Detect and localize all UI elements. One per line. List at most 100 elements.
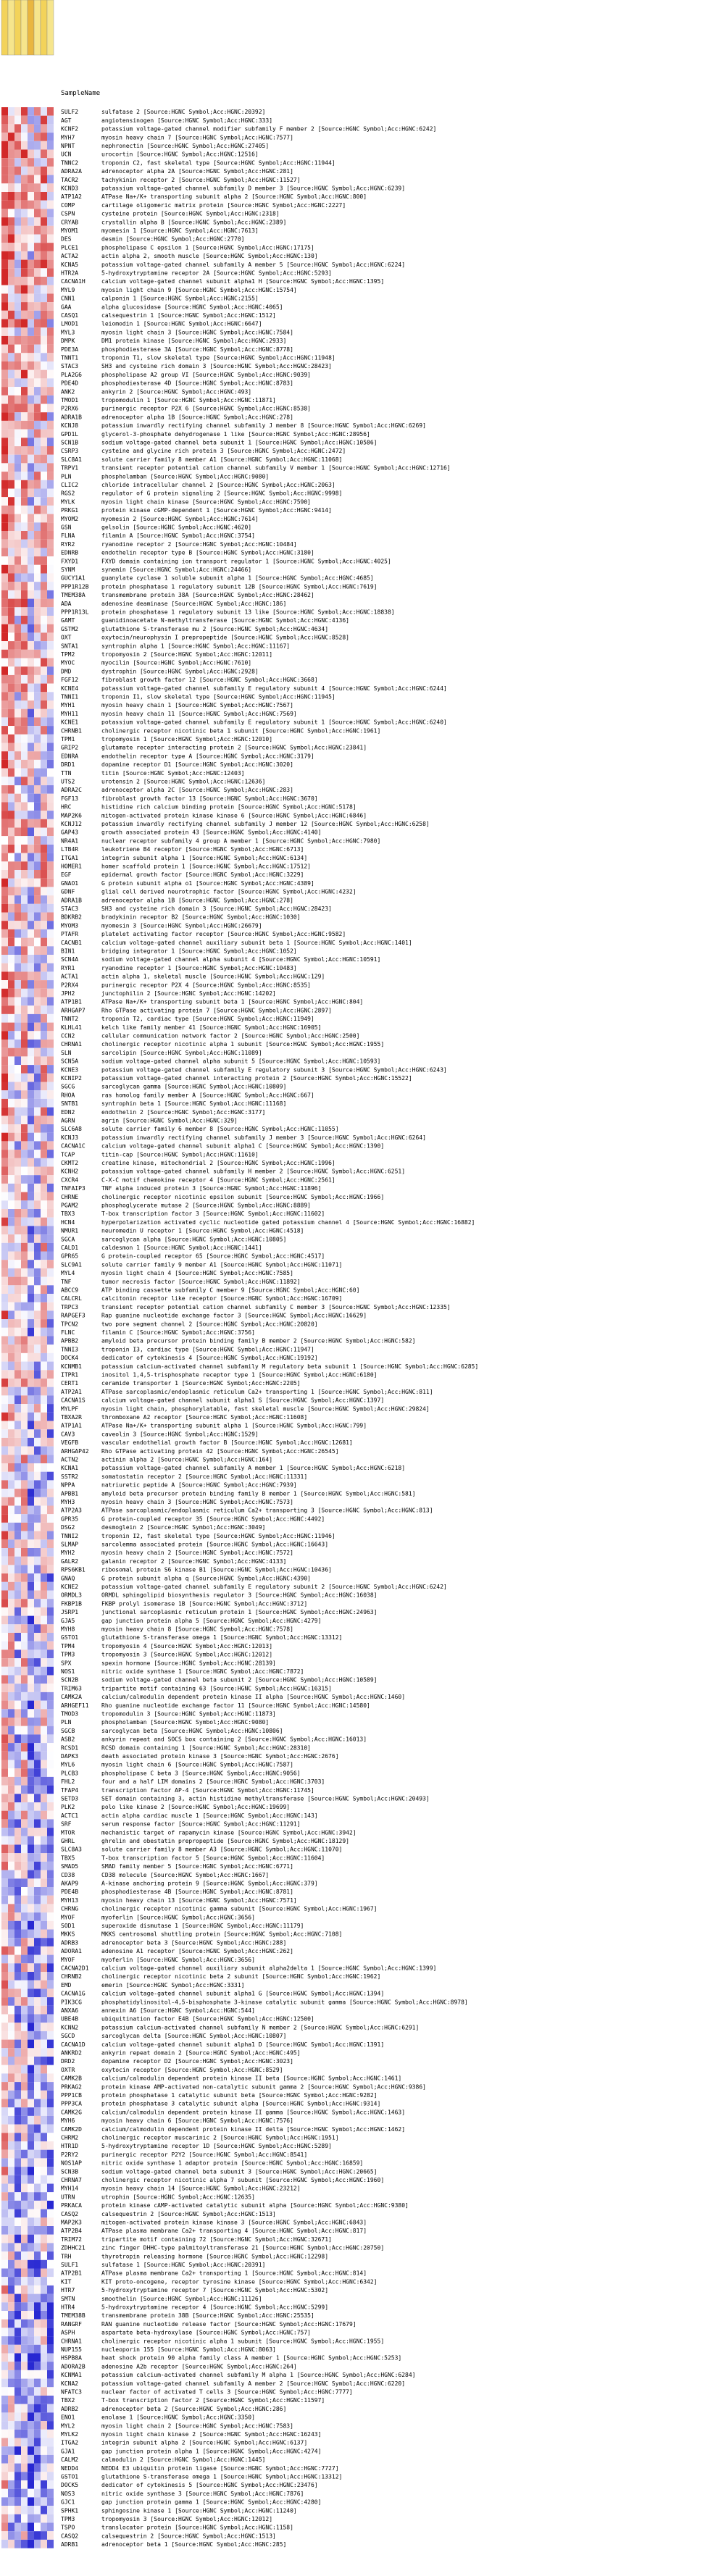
heatmap-cell xyxy=(41,1522,47,1531)
heatmap-cell xyxy=(1,429,8,438)
heatmap-cell xyxy=(21,531,28,540)
row-gene-description: myosin heavy chain 3 [Source:HGNC Symbol… xyxy=(101,1499,293,1505)
row-gene-name: CACNB1 xyxy=(61,940,82,946)
heatmap-cell xyxy=(8,1904,14,1913)
heatmap-cell xyxy=(34,1463,41,1472)
row-gene-name: ASPH xyxy=(61,2330,75,2336)
heatmap-cell xyxy=(34,1302,41,1311)
row-gene-name: KCNIP2 xyxy=(61,1075,82,1082)
heatmap-cell xyxy=(21,2158,28,2167)
heatmap-cell xyxy=(28,2192,34,2201)
heatmap-cell xyxy=(14,1302,21,1311)
heatmap-cell xyxy=(41,1370,47,1379)
row-gene-name: CHRNE xyxy=(61,1194,78,1200)
heatmap-cell xyxy=(1,1556,8,1565)
heatmap-cell xyxy=(14,2141,21,2150)
heatmap-cell xyxy=(28,319,34,328)
heatmap-cell xyxy=(14,895,21,904)
heatmap-cell xyxy=(41,1310,47,1320)
heatmap-cell xyxy=(1,1463,8,1472)
heatmap-cell xyxy=(21,1285,28,1294)
heatmap-cell xyxy=(21,107,28,116)
heatmap-cell xyxy=(21,1691,28,1701)
heatmap-cell xyxy=(8,1505,14,1515)
heatmap-cell xyxy=(28,768,34,777)
heatmap-cell xyxy=(21,1954,28,1964)
heatmap-cell xyxy=(47,649,54,658)
heatmap-cell xyxy=(34,548,41,557)
heatmap-cell xyxy=(41,955,47,963)
heatmap-cell xyxy=(28,1446,34,1455)
heatmap-cell xyxy=(8,2319,14,2328)
row-gene-description: glutathione S-transferase omega 1 [Sourc… xyxy=(101,2474,342,2480)
heatmap-cell xyxy=(14,692,21,701)
row-gene-description: glutathione S-transferase omega 1 [Sourc… xyxy=(101,1634,342,1641)
heatmap-cell xyxy=(8,1489,14,1497)
heatmap-cell xyxy=(1,2209,8,2218)
row-gene-description: potassium voltage-gated channel subfamil… xyxy=(101,262,405,268)
heatmap-cell xyxy=(1,2421,8,2430)
heatmap-cell xyxy=(1,1649,8,1659)
heatmap-cell xyxy=(47,1336,54,1345)
heatmap-cell xyxy=(21,624,28,633)
heatmap-cell xyxy=(41,209,47,218)
heatmap-cell xyxy=(28,1175,34,1184)
row-gene-name: NEDD4 xyxy=(61,2465,78,2472)
row-gene-name: DAPK3 xyxy=(61,1753,78,1760)
heatmap-cell xyxy=(47,1013,54,1023)
row-gene-name: TPM2 xyxy=(61,651,75,658)
heatmap-cell xyxy=(34,726,41,735)
heatmap-cell xyxy=(1,183,8,192)
row-gene-name: CAV3 xyxy=(61,1431,75,1437)
heatmap-cell xyxy=(1,1242,8,1252)
heatmap-cell xyxy=(34,1581,41,1591)
row-labels: SULF2 sulfatase 2 [Source:HGNC Symbol;Acc… xyxy=(61,109,478,2548)
heatmap-cell xyxy=(41,277,47,285)
heatmap-cell xyxy=(21,1463,28,1472)
heatmap-cell xyxy=(1,1539,8,1548)
heatmap-cell xyxy=(47,2285,54,2294)
heatmap-cell xyxy=(28,2175,34,2184)
heatmap-cell xyxy=(47,1404,54,1413)
heatmap-cell xyxy=(1,149,8,159)
heatmap-cell xyxy=(41,2514,47,2523)
heatmap-cell xyxy=(21,1395,28,1405)
heatmap-cell xyxy=(1,1590,8,1599)
heatmap-cell xyxy=(34,743,41,752)
heatmap-cell xyxy=(47,2370,54,2379)
heatmap-cell xyxy=(34,310,41,319)
row-gene-description: myocilin [Source:HGNC Symbol;Acc:HGNC:76… xyxy=(101,660,251,666)
heatmap-cell xyxy=(41,1751,47,1760)
heatmap-cell xyxy=(8,2497,14,2506)
row-gene-name: ATP2A1 xyxy=(61,1389,82,1395)
heatmap-cell xyxy=(8,200,14,209)
heatmap-cell xyxy=(28,937,34,947)
heatmap-cell xyxy=(41,2099,47,2108)
heatmap-cell xyxy=(41,1040,47,1048)
heatmap-cell xyxy=(14,2005,21,2015)
heatmap-cell xyxy=(47,2124,54,2133)
heatmap-cell xyxy=(1,1166,8,1176)
heatmap-cell xyxy=(21,963,28,972)
heatmap-cell xyxy=(34,209,41,218)
heatmap-cell xyxy=(28,1743,34,1752)
heatmap-cell xyxy=(8,1836,14,1845)
heatmap-cell xyxy=(21,446,28,455)
heatmap-cell xyxy=(41,1624,47,1633)
heatmap-cell xyxy=(41,1548,47,1557)
heatmap-cell xyxy=(14,2082,21,2091)
row-gene-description: ankyrin repeat and SOCS box containing 2… xyxy=(101,1736,367,1743)
row-gene-name: PLCB3 xyxy=(61,1770,78,1776)
heatmap-cell xyxy=(1,1480,8,1489)
heatmap-cell xyxy=(1,200,8,209)
heatmap-cell xyxy=(34,1844,41,1854)
heatmap-cell xyxy=(1,2234,8,2243)
heatmap-cell xyxy=(1,2031,8,2040)
heatmap-cell xyxy=(14,844,21,853)
heatmap-cell xyxy=(21,751,28,760)
heatmap-cell xyxy=(47,1455,54,1463)
heatmap-cell xyxy=(21,124,28,133)
heatmap-cell xyxy=(1,1861,8,1870)
heatmap-cell xyxy=(21,997,28,1006)
heatmap-cell xyxy=(8,1743,14,1752)
